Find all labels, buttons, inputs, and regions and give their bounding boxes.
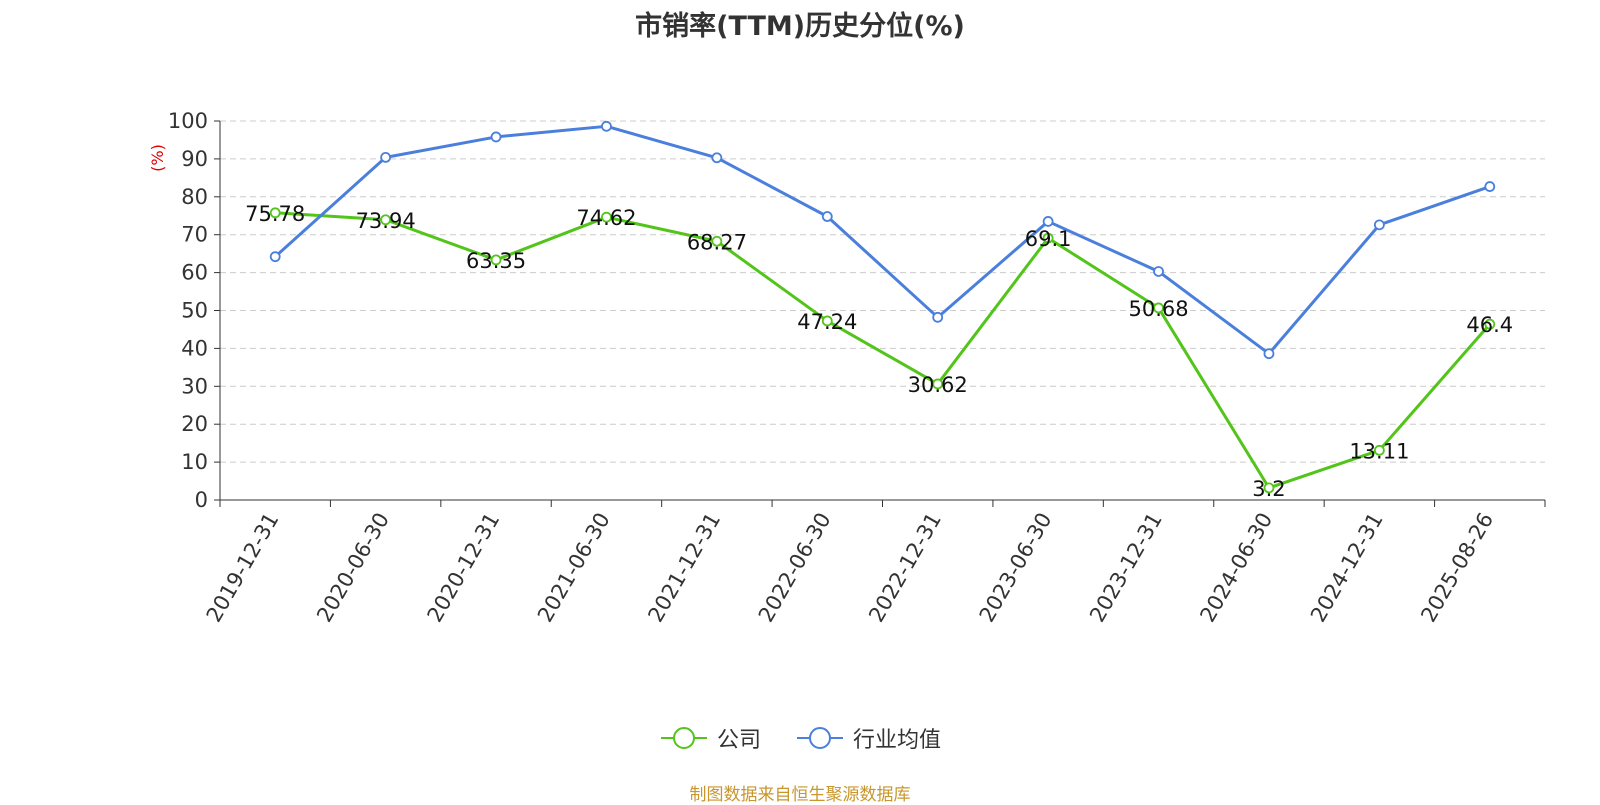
- y-tick-label: 90: [181, 147, 208, 171]
- x-tick-label: 2020-12-31: [423, 509, 505, 627]
- data-point[interactable]: [601, 211, 612, 223]
- axes: 0 10 20 30 40 50 60 70 80 90 100(%) 2019-12-31 2020-…: [148, 109, 1546, 627]
- x-tick-label: 2022-06-30: [754, 509, 836, 627]
- y-tick-label: 80: [181, 185, 208, 209]
- data-point[interactable]: [380, 214, 392, 226]
- data-point[interactable]: [1042, 216, 1054, 227]
- data-point[interactable]: [1263, 348, 1275, 360]
- x-tick-label: 2023-12-31: [1085, 509, 1167, 627]
- data-label: 69.1: [1025, 227, 1072, 251]
- data-label: 13.11: [1349, 439, 1409, 463]
- data-point[interactable]: [601, 120, 612, 132]
- legend-label-industry-average: 行业均值: [853, 728, 942, 753]
- data-label: 47.24: [797, 310, 857, 334]
- y-tick-label: 40: [181, 336, 208, 360]
- data-point[interactable]: [711, 152, 723, 164]
- x-tick-label: 2021-06-30: [533, 509, 615, 627]
- x-tick-label: 2020-06-30: [312, 509, 394, 627]
- data-point[interactable]: [932, 311, 944, 323]
- x-tick-label: 2021-12-31: [643, 509, 725, 627]
- y-axis-label: (%): [148, 144, 167, 172]
- legend: 公司 行业均值: [0, 722, 1600, 754]
- legend-label-company: 公司: [716, 728, 761, 753]
- series-line-1: [274, 124, 1491, 356]
- y-tick-label: 30: [181, 374, 208, 398]
- data-label: 30.62: [908, 373, 968, 397]
- data-point[interactable]: [1263, 482, 1275, 494]
- chart-title: 市销率(TTM)历史分位(%): [635, 11, 965, 42]
- data-point[interactable]: [490, 254, 502, 266]
- x-tick-label: 2024-12-31: [1306, 509, 1388, 627]
- data-point[interactable]: [269, 207, 281, 219]
- data-label: 63.35: [466, 249, 526, 273]
- x-tick-label: 2022-12-31: [864, 509, 946, 627]
- data-point[interactable]: [490, 131, 502, 143]
- y-tick-label: 60: [181, 261, 208, 285]
- data-labels: 75.78 73.94 63.35 74.62 68.27 47.24 30.62 69.1 5…: [245, 202, 1513, 501]
- data-label: 74.62: [576, 206, 636, 230]
- source-note: 制图数据来自恒生聚源数据库: [689, 785, 911, 805]
- data-point[interactable]: [1373, 219, 1385, 231]
- x-tick-label: 2025-08-26: [1416, 509, 1498, 627]
- data-point[interactable]: [1484, 181, 1496, 192]
- x-tick-label: 2023-06-30: [975, 509, 1057, 627]
- data-point[interactable]: [821, 211, 833, 222]
- data-point[interactable]: [269, 251, 281, 263]
- data-label: 73.94: [356, 209, 416, 233]
- data-label: 46.4: [1466, 313, 1513, 337]
- data-label: 68.27: [687, 230, 747, 254]
- y-tick-label: 10: [181, 450, 208, 474]
- data-point[interactable]: [1153, 266, 1164, 277]
- x-tick-label: 2024-06-30: [1195, 509, 1277, 627]
- data-label: 50.68: [1128, 297, 1188, 321]
- y-tick-label: 50: [181, 299, 208, 323]
- data-point[interactable]: [821, 315, 833, 327]
- data-point[interactable]: [1153, 302, 1164, 314]
- x-tick-label: 2019-12-31: [202, 509, 284, 627]
- legend-marker-industry-average: [797, 727, 843, 749]
- data-point[interactable]: [932, 378, 944, 390]
- data-label: 3.2: [1252, 477, 1285, 501]
- legend-item-company[interactable]: 公司: [659, 722, 761, 754]
- data-point[interactable]: [380, 151, 392, 163]
- series-line-0: [275, 211, 1491, 490]
- y-tick-label: 100: [168, 109, 208, 133]
- grid-lines: [220, 120, 1545, 463]
- series-group: [269, 120, 1496, 494]
- y-tick-label: 0: [195, 488, 208, 512]
- data-point[interactable]: [1373, 444, 1385, 456]
- data-point[interactable]: [1042, 232, 1054, 244]
- legend-item-industry-average[interactable]: 行业均值: [795, 722, 941, 754]
- data-point[interactable]: [711, 235, 723, 247]
- data-label: 75.78: [245, 202, 305, 226]
- y-tick-label: 70: [181, 223, 208, 247]
- y-tick-label: 20: [181, 412, 208, 436]
- legend-marker-company: [660, 727, 707, 749]
- data-point[interactable]: [1484, 318, 1496, 330]
